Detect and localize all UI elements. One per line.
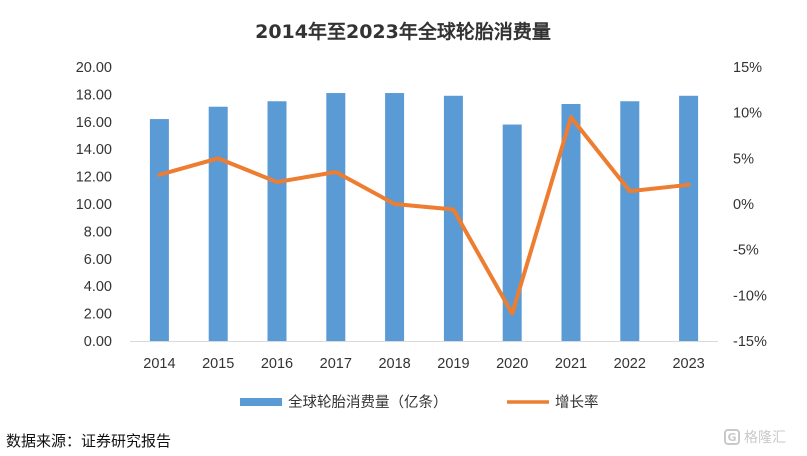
x-tick-label: 2022	[614, 356, 646, 372]
bar-2023	[679, 95, 699, 342]
bar-2019	[443, 95, 463, 342]
y-left-tick-label: 0.00	[84, 334, 112, 350]
source-note: 数据来源：证券研究报告	[6, 432, 172, 450]
x-tick-label: 2019	[437, 356, 469, 372]
y-right-tick-label: 10%	[733, 106, 762, 122]
y-left-tick-label: 18.00	[76, 87, 112, 103]
y-right-tick-label: -15%	[733, 334, 767, 350]
x-tick-label: 2016	[261, 356, 293, 372]
legend-bar-swatch	[240, 398, 282, 406]
y-left-tick-label: 20.00	[76, 60, 112, 76]
y-right-tick-label: 0%	[733, 197, 754, 213]
x-tick-label: 2023	[672, 356, 704, 372]
x-tick-label: 2017	[320, 356, 352, 372]
y-right-tick-label: 5%	[733, 151, 754, 167]
watermark: G 格隆汇	[724, 427, 786, 447]
y-left-tick-label: 16.00	[76, 115, 112, 131]
y-left-tick-label: 14.00	[76, 142, 112, 158]
x-tick-label: 2014	[143, 356, 175, 372]
y-left-tick-label: 4.00	[84, 279, 112, 295]
legend: 全球轮胎消费量（亿条） 增长率	[240, 393, 599, 411]
legend-line-label: 增长率	[555, 394, 599, 411]
bar-2016	[267, 101, 287, 341]
growth-rate-line	[157, 115, 691, 316]
y-right-tick-label: -10%	[733, 288, 767, 304]
x-tick-label: 2021	[555, 356, 587, 372]
bar-2014	[149, 119, 169, 341]
bar-2021	[561, 103, 581, 342]
y-left-tick-label: 2.00	[84, 307, 112, 323]
legend-bar-label: 全球轮胎消费量（亿条）	[288, 393, 448, 411]
bar-2020	[502, 124, 522, 341]
bar-2015	[208, 106, 228, 341]
y-left-tick-label: 12.00	[76, 170, 112, 186]
x-tick-label: 2018	[378, 356, 410, 372]
bar-2022	[620, 101, 640, 341]
y-right-tick-label: -5%	[733, 243, 759, 259]
y-left-tick-label: 8.00	[84, 224, 112, 240]
bar-2017	[326, 93, 346, 341]
x-tick-label: 2015	[202, 356, 234, 372]
x-tick-label: 2020	[496, 356, 528, 372]
watermark-text: 格隆汇	[744, 430, 786, 446]
y-left-tick-label: 6.00	[84, 252, 112, 268]
plot-area: 2014 2015 2016 2017 2018 2019 2020 2021 2022 2023…	[76, 60, 767, 372]
watermark-logo-icon: G	[724, 429, 740, 445]
chart-title: 2014年至2023年全球轮胎消费量	[255, 20, 551, 43]
y-left-tick-label: 10.00	[76, 197, 112, 213]
bar-2018	[385, 93, 405, 341]
y-right-tick-label: 15%	[733, 60, 762, 76]
